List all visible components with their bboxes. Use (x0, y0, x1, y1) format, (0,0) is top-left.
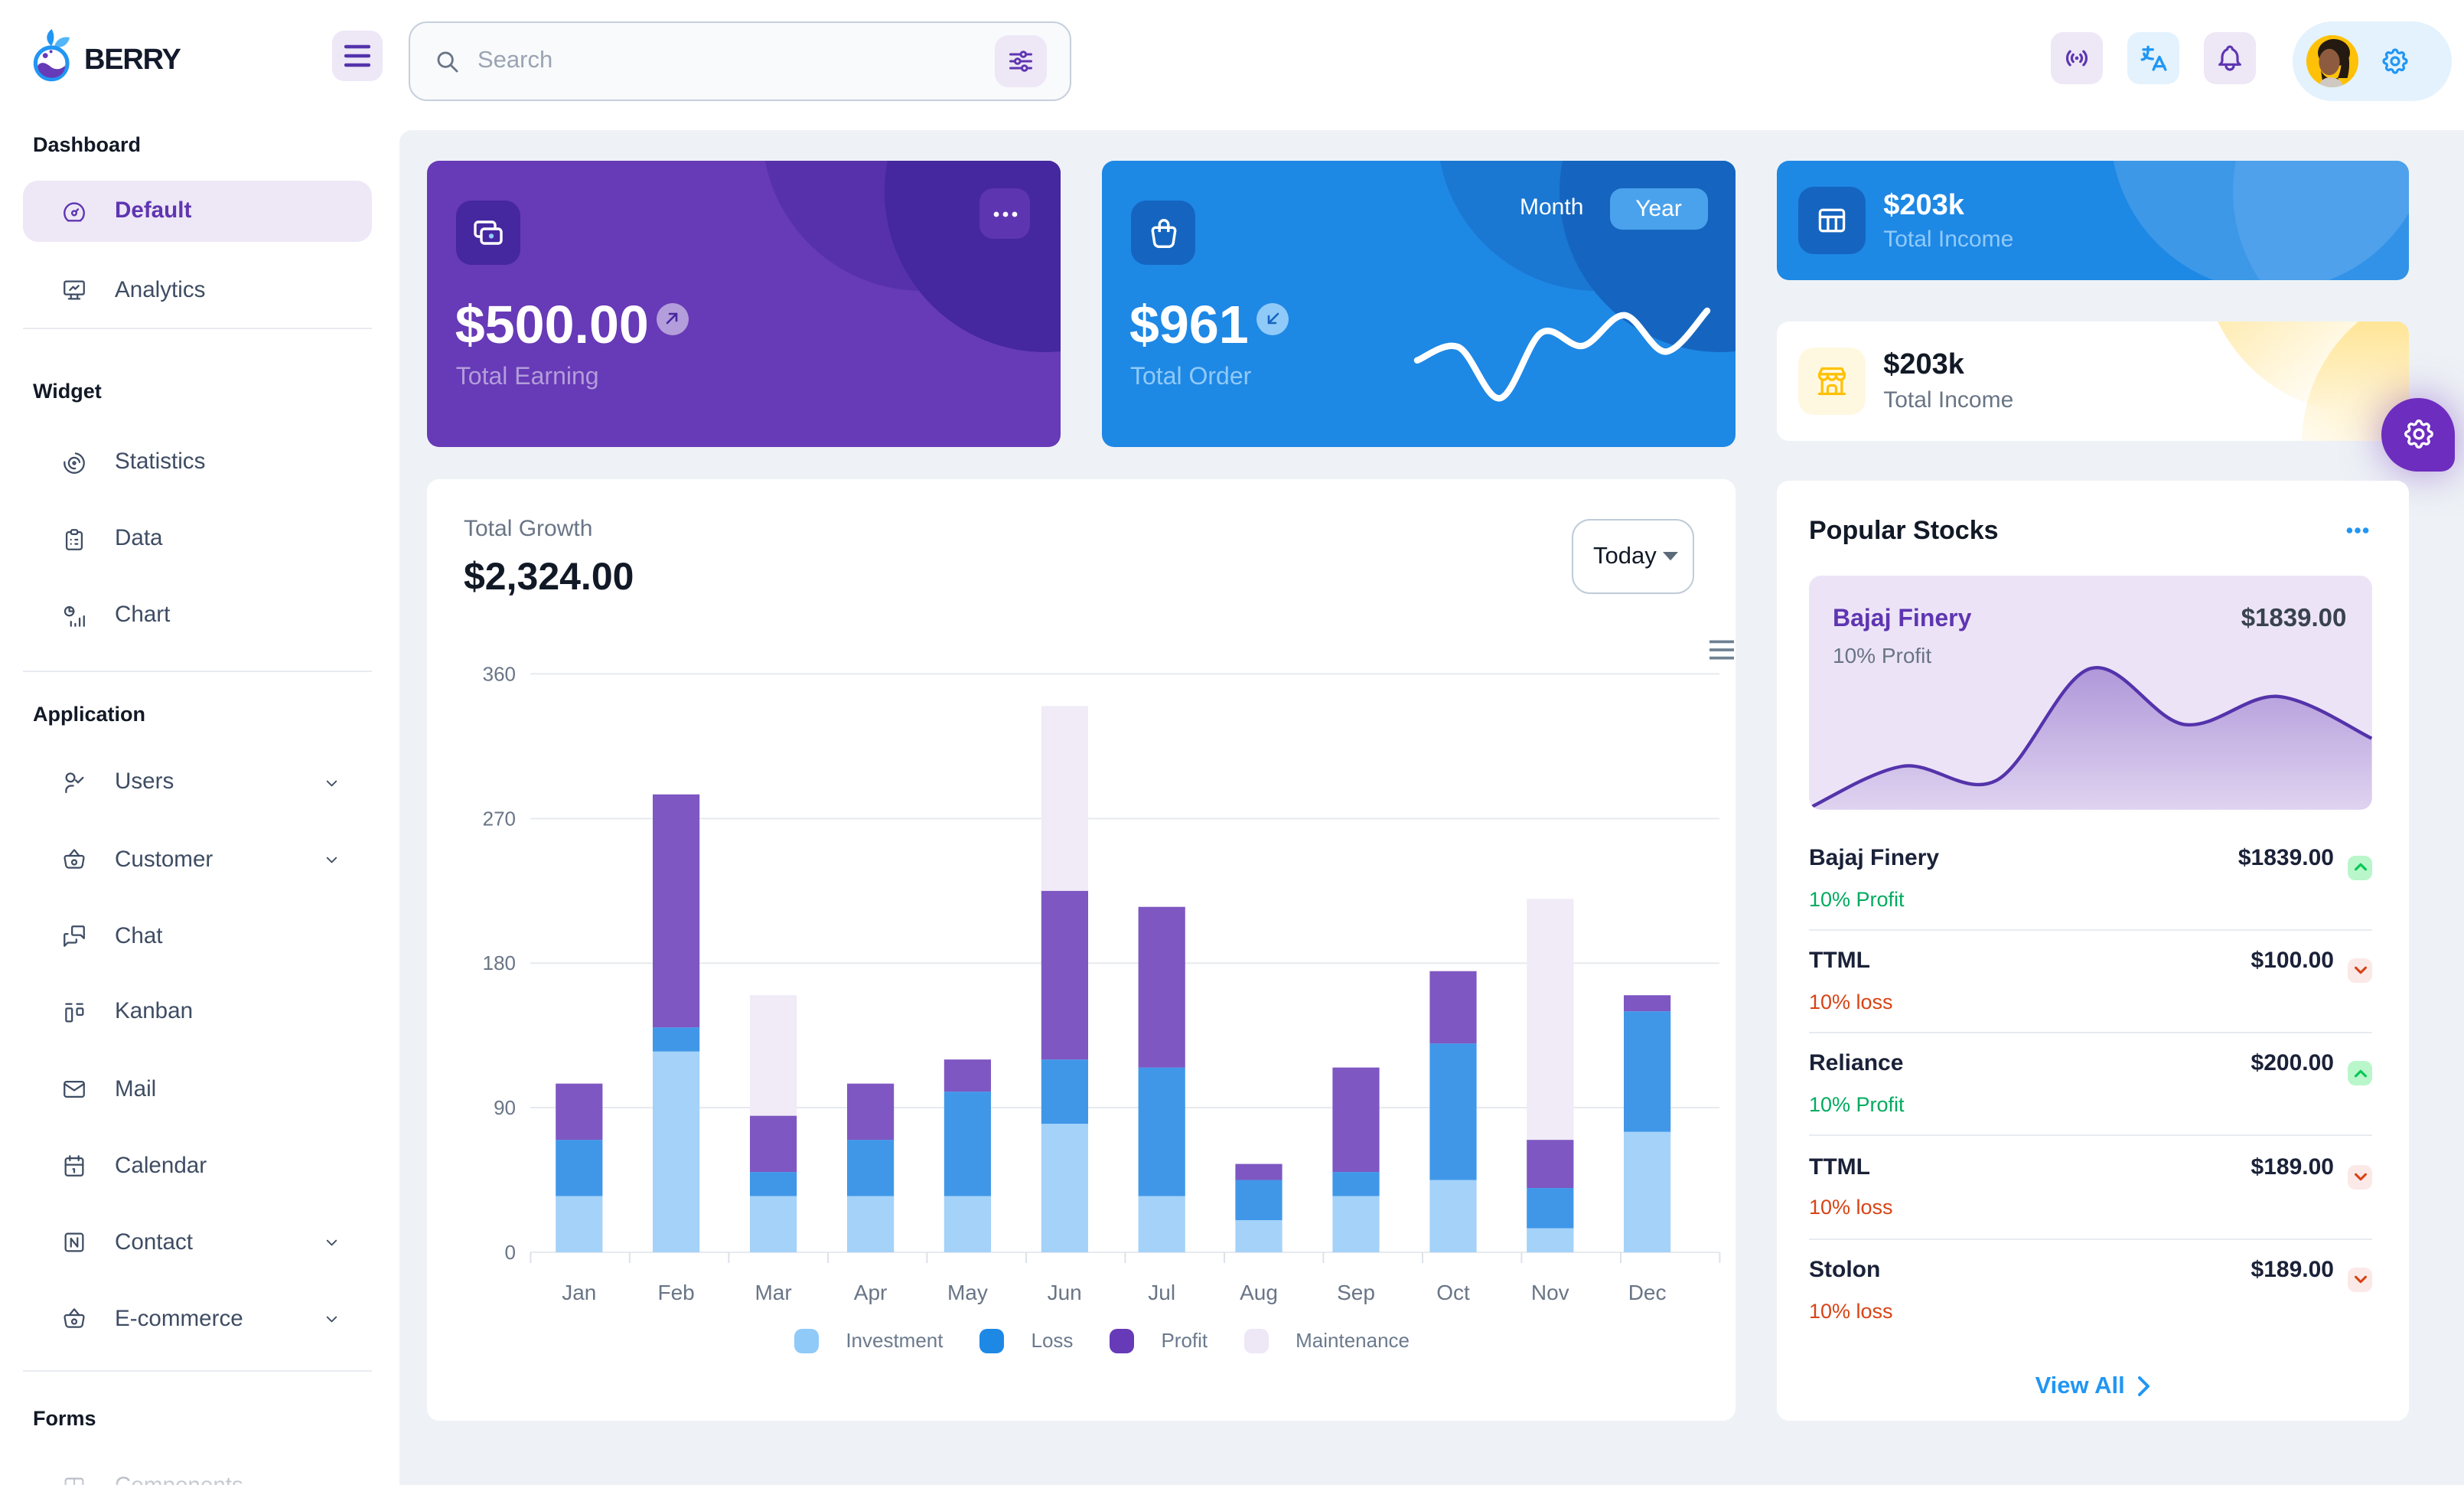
svg-text:180: 180 (483, 951, 516, 974)
svg-text:Jul: Jul (1148, 1281, 1175, 1304)
svg-text:Nov: Nov (1531, 1281, 1569, 1304)
svg-text:Oct: Oct (1436, 1281, 1470, 1304)
svg-text:90: 90 (494, 1096, 516, 1119)
svg-text:Aug: Aug (1240, 1281, 1278, 1304)
svg-text:Jan: Jan (562, 1281, 596, 1304)
svg-text:270: 270 (483, 807, 516, 830)
svg-text:Dec: Dec (1628, 1281, 1667, 1304)
svg-text:360: 360 (483, 662, 516, 685)
svg-text:Sep: Sep (1337, 1281, 1375, 1304)
svg-text:May: May (947, 1281, 988, 1304)
svg-text:Apr: Apr (854, 1281, 888, 1304)
svg-text:Jun: Jun (1048, 1281, 1082, 1304)
svg-text:Feb: Feb (657, 1281, 694, 1304)
svg-text:0: 0 (505, 1241, 516, 1264)
svg-text:Mar: Mar (755, 1281, 791, 1304)
